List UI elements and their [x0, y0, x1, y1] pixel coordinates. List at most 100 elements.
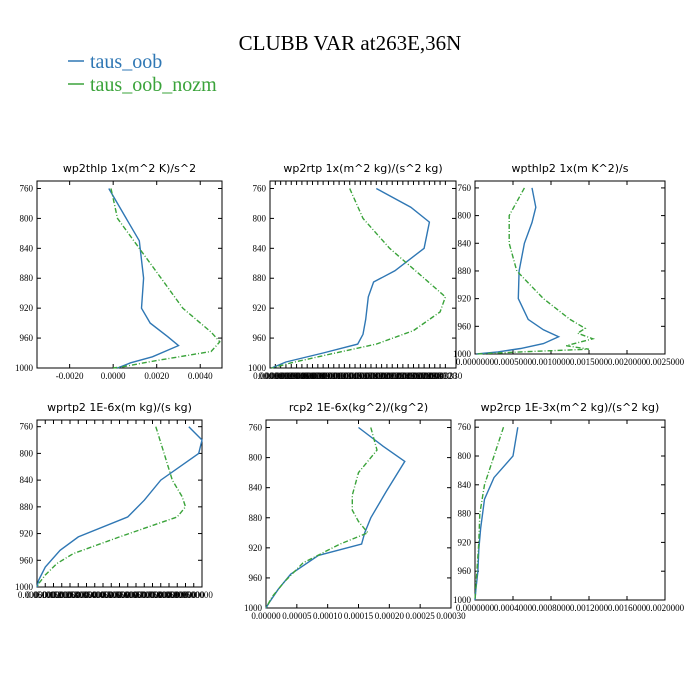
- x-tick-label: 0.0005000: [494, 357, 533, 367]
- panel-2: wp2rtp 1x(m^2 kg)/(s^2 kg) 760 800 840 880 92…: [248, 162, 463, 381]
- x-tick-label: 0.000180: [349, 371, 383, 381]
- y-tick-label: 760: [458, 422, 472, 432]
- x-tick-label: 0.0020000: [608, 357, 647, 367]
- x-tick-label: 0.4000000: [84, 590, 123, 600]
- y-tick-label: 840: [20, 243, 34, 253]
- y-tick-label: 920: [458, 294, 472, 304]
- panel-3-frame: [474, 180, 666, 355]
- y-tick-label: 800: [20, 448, 34, 458]
- panel-1-frame: [36, 180, 223, 369]
- x-tick-label: 0.0000: [101, 371, 126, 381]
- panel-3: wpthlp2 1x(m K^2)/s 760 800 840 880 920 960 100…: [453, 162, 685, 367]
- series-line-taus-oob: [474, 427, 519, 601]
- x-tick-label: 0.000280: [402, 371, 436, 381]
- series-line-taus-oob: [271, 187, 431, 369]
- x-tick-label: 0.000120: [317, 371, 351, 381]
- panels: wp2thlp 1x(m^2 K)/s^2 760 800 840 880 920 960 1…: [15, 162, 685, 621]
- figure-title: CLUBB VAR at263E,36N: [239, 31, 462, 55]
- y-tick-label: 920: [253, 303, 267, 313]
- y-tick-label: 880: [249, 513, 263, 523]
- x-tick-label: 0.000030: [269, 371, 303, 381]
- series-line-taus-oob-nozm: [36, 426, 187, 588]
- x-tick-label: 0.8000000: [150, 590, 189, 600]
- y-tick-label: 880: [20, 273, 34, 283]
- x-tick-label: 0.000150: [333, 371, 367, 381]
- y-tick-label: 840: [458, 480, 472, 490]
- x-tick-label: 0.000290: [407, 371, 441, 381]
- y-tick-label: 800: [20, 213, 34, 223]
- y-tick-label: 1000: [244, 603, 263, 613]
- x-tick-label: 0.0016000: [608, 603, 647, 613]
- y-tick-label: 760: [20, 183, 34, 193]
- y-tick-label: 960: [458, 321, 472, 331]
- x-tick-label: 0.000190: [354, 371, 388, 381]
- y-tick-label: 840: [458, 238, 472, 248]
- x-tick-label: 0.000090: [301, 371, 335, 381]
- panel-5-frame: [265, 419, 452, 609]
- panel-1: wp2thlp 1x(m^2 K)/s^2 760 800 840 880 920 960 1…: [15, 162, 223, 381]
- y-tick-label: 960: [253, 333, 267, 343]
- y-tick-label: 760: [249, 423, 263, 433]
- x-tick-label: 0.000110: [312, 371, 346, 381]
- y-tick-label: 880: [458, 509, 472, 519]
- x-tick-label: 0.0015000: [570, 357, 609, 367]
- y-tick-label: 880: [458, 266, 472, 276]
- x-tick-label: 0.000260: [391, 371, 425, 381]
- x-tick-label: 0.5000000: [100, 590, 139, 600]
- x-tick-label: 0.000220: [370, 371, 404, 381]
- series-line-taus-oob: [476, 187, 561, 355]
- panel-1-title: wp2thlp 1x(m^2 K)/s^2: [63, 162, 196, 175]
- panel-6: wp2rcp 1E-3x(m^2 kg)/(s^2 kg) 760 800 840 88…: [453, 401, 685, 613]
- x-tick-label: 0.000020: [264, 371, 298, 381]
- x-tick-label: 0.000160: [338, 371, 372, 381]
- x-tick-label: 0.000070: [290, 371, 324, 381]
- series-line-taus-oob-nozm: [474, 426, 505, 601]
- panel-2-frame: [269, 180, 457, 369]
- x-tick-label: 0.0000000: [18, 590, 57, 600]
- x-tick-label: 0.000330: [428, 371, 462, 381]
- x-tick-label: 0.3500000: [76, 590, 115, 600]
- x-tick-label: 0.000080: [296, 371, 330, 381]
- panel-3-title: wpthlp2 1x(m K^2)/s: [512, 162, 629, 175]
- y-tick-label: 880: [20, 502, 34, 512]
- y-tick-label: 840: [249, 483, 263, 493]
- x-tick-label: 0.000270: [397, 371, 431, 381]
- y-tick-label: 800: [253, 213, 267, 223]
- panel-5: rcp2 1E-6x(kg^2)/(kg^2) 760 800 840 880 920 96…: [244, 401, 466, 621]
- y-tick-label: 960: [458, 566, 472, 576]
- x-tick-label: 0.0500000: [26, 590, 65, 600]
- series-line-taus-oob: [108, 188, 180, 369]
- x-tick-label: 0.6500000: [125, 590, 164, 600]
- y-tick-label: 960: [20, 555, 34, 565]
- y-tick-label: 920: [249, 543, 263, 553]
- y-tick-label: 1000: [248, 363, 267, 373]
- y-tick-label: 1000: [453, 349, 472, 359]
- x-tick-label: 0.00010: [313, 611, 343, 621]
- y-tick-label: 840: [20, 475, 34, 485]
- x-tick-label: 0.7500000: [142, 590, 181, 600]
- y-tick-label: 840: [253, 243, 267, 253]
- x-tick-label: 0.8500000: [158, 590, 197, 600]
- x-tick-label: 0.000230: [375, 371, 409, 381]
- x-tick-label: 0.00030: [436, 611, 466, 621]
- y-tick-label: 800: [458, 451, 472, 461]
- x-tick-label: 0.00015: [344, 611, 374, 621]
- x-tick-label: 0.0004000: [494, 603, 533, 613]
- x-tick-label: 0.0000000: [456, 357, 495, 367]
- panel-2-title: wp2rtp 1x(m^2 kg)/(s^2 kg): [283, 162, 442, 175]
- y-tick-label: 800: [249, 453, 263, 463]
- y-tick-label: 920: [20, 303, 34, 313]
- x-tick-label: 0.00000: [251, 611, 281, 621]
- x-tick-label: 0.000060: [285, 371, 319, 381]
- x-tick-label: 0.0020: [144, 371, 169, 381]
- x-tick-label: 0.3000000: [67, 590, 106, 600]
- y-tick-label: 960: [20, 333, 34, 343]
- y-tick-label: 1000: [453, 595, 472, 605]
- y-tick-label: 920: [458, 537, 472, 547]
- x-tick-label: 0.000140: [328, 371, 362, 381]
- panel-4-title: wprtp2 1E-6x(m kg)/(s kg): [47, 401, 192, 414]
- x-tick-label: 0.000250: [386, 371, 420, 381]
- x-tick-label: 0.000240: [381, 371, 415, 381]
- x-tick-label: 0.0020000: [646, 603, 685, 613]
